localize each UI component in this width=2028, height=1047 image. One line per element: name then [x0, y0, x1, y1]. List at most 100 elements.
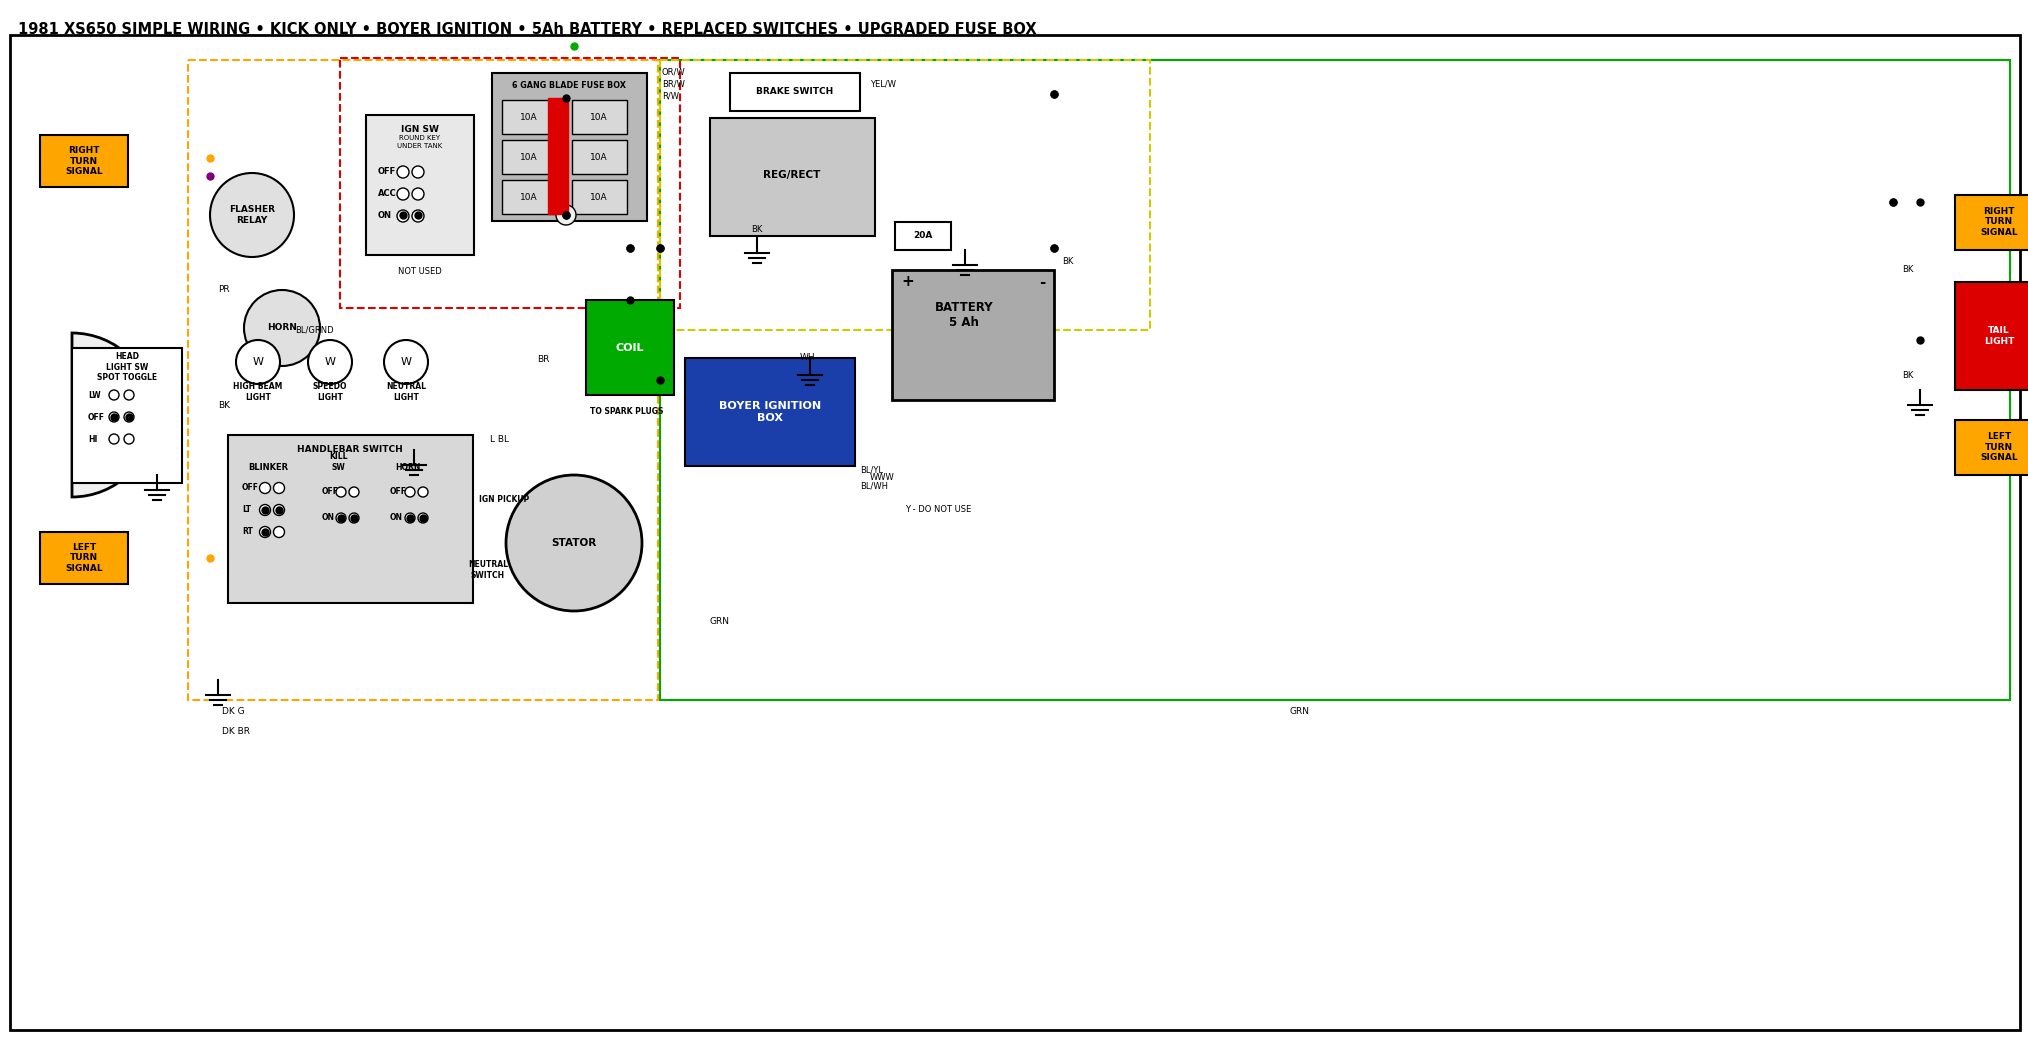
Text: STATOR: STATOR: [552, 538, 596, 548]
Text: BK: BK: [750, 225, 763, 235]
Text: ON: ON: [322, 513, 335, 522]
Text: BK: BK: [1063, 258, 1073, 267]
Text: RIGHT
TURN
SIGNAL: RIGHT TURN SIGNAL: [1979, 207, 2018, 237]
Text: 10A: 10A: [590, 112, 608, 121]
Text: 10A: 10A: [590, 153, 608, 161]
Text: W: W: [400, 357, 412, 367]
Bar: [659, 60, 1150, 330]
Circle shape: [412, 188, 424, 200]
Text: IGN SW: IGN SW: [402, 126, 438, 134]
Bar: [548, 98, 568, 214]
Text: 10A: 10A: [521, 112, 537, 121]
Text: OFF: OFF: [377, 168, 395, 177]
Circle shape: [243, 290, 320, 366]
Text: DK BR: DK BR: [221, 728, 249, 736]
Bar: [341, 58, 679, 308]
Text: OFF: OFF: [389, 488, 408, 496]
Text: DK G: DK G: [221, 708, 245, 716]
Bar: [730, 73, 860, 111]
Circle shape: [260, 527, 270, 537]
Text: RIGHT
TURN
SIGNAL: RIGHT TURN SIGNAL: [65, 147, 103, 176]
Text: BL/YL: BL/YL: [860, 466, 882, 474]
Text: NEUTRAL
LIGHT: NEUTRAL LIGHT: [385, 382, 426, 402]
Circle shape: [274, 527, 284, 537]
Text: HI: HI: [87, 435, 97, 444]
Wedge shape: [73, 333, 154, 497]
Text: ON: ON: [377, 211, 391, 221]
Text: HIGH BEAM
LIGHT: HIGH BEAM LIGHT: [233, 382, 282, 402]
Text: BK: BK: [1902, 371, 1914, 379]
Text: OR/W: OR/W: [661, 67, 685, 76]
Bar: [365, 115, 475, 255]
Circle shape: [110, 435, 120, 444]
Text: RT: RT: [241, 528, 254, 536]
Bar: [685, 358, 856, 466]
Text: BR: BR: [537, 356, 550, 364]
Bar: [572, 101, 627, 134]
Text: LT: LT: [241, 506, 251, 514]
Bar: [503, 101, 558, 134]
Bar: [227, 435, 473, 603]
Text: BRAKE SWITCH: BRAKE SWITCH: [756, 88, 834, 96]
Bar: [493, 73, 647, 221]
Circle shape: [308, 340, 353, 384]
Text: COIL: COIL: [617, 343, 645, 353]
Text: ROUND KEY
UNDER TANK: ROUND KEY UNDER TANK: [397, 135, 442, 149]
Bar: [41, 532, 128, 584]
Text: BLINKER: BLINKER: [247, 464, 288, 472]
Text: 10A: 10A: [521, 153, 537, 161]
Bar: [894, 222, 951, 250]
Circle shape: [412, 166, 424, 178]
Text: +: +: [902, 274, 915, 290]
Text: BL/GRND: BL/GRND: [294, 326, 335, 334]
Bar: [572, 140, 627, 174]
Text: OFF: OFF: [322, 488, 339, 496]
Text: GRN: GRN: [1290, 708, 1310, 716]
Circle shape: [397, 210, 410, 222]
Circle shape: [556, 205, 576, 225]
Text: W: W: [324, 357, 335, 367]
Circle shape: [260, 505, 270, 515]
Circle shape: [349, 487, 359, 497]
Text: IGN PICKUP: IGN PICKUP: [479, 495, 529, 505]
Bar: [503, 180, 558, 214]
Text: BL/WH: BL/WH: [860, 482, 888, 490]
Circle shape: [110, 413, 120, 422]
Text: NOT USED: NOT USED: [397, 267, 442, 276]
Text: YEL/W: YEL/W: [870, 80, 896, 89]
Text: 20A: 20A: [913, 231, 933, 241]
Text: BATTERY
5 Ah: BATTERY 5 Ah: [935, 300, 994, 329]
Circle shape: [337, 513, 347, 524]
Circle shape: [406, 513, 416, 524]
Text: LW: LW: [87, 391, 101, 400]
Text: L BL: L BL: [491, 436, 509, 445]
Text: BK: BK: [1902, 266, 1914, 274]
Text: KILL
SW: KILL SW: [329, 452, 347, 472]
Circle shape: [124, 389, 134, 400]
Text: ON: ON: [389, 513, 404, 522]
Text: LEFT
TURN
SIGNAL: LEFT TURN SIGNAL: [65, 543, 103, 573]
Circle shape: [260, 483, 270, 493]
Text: LEFT
TURN
SIGNAL: LEFT TURN SIGNAL: [1979, 432, 2018, 462]
Circle shape: [124, 413, 134, 422]
Text: PR: PR: [217, 286, 229, 294]
Text: TO SPARK PLUGS: TO SPARK PLUGS: [590, 407, 663, 417]
Text: HANDLEBAR SWITCH: HANDLEBAR SWITCH: [298, 446, 404, 454]
Text: GRN: GRN: [710, 618, 730, 626]
Circle shape: [383, 340, 428, 384]
Text: OFF: OFF: [87, 413, 105, 422]
Text: ACC: ACC: [377, 190, 397, 199]
Bar: [710, 118, 874, 236]
Circle shape: [507, 475, 643, 611]
Circle shape: [274, 505, 284, 515]
Circle shape: [110, 389, 120, 400]
Text: WH: WH: [801, 354, 815, 362]
Circle shape: [124, 435, 134, 444]
Text: HORN: HORN: [395, 464, 420, 472]
Text: HORN: HORN: [268, 324, 296, 333]
Circle shape: [412, 210, 424, 222]
Circle shape: [397, 166, 410, 178]
Text: BOYER IGNITION
BOX: BOYER IGNITION BOX: [720, 401, 821, 423]
Text: 1981 XS650 SIMPLE WIRING • KICK ONLY • BOYER IGNITION • 5Ah BATTERY • REPLACED S: 1981 XS650 SIMPLE WIRING • KICK ONLY • B…: [18, 22, 1036, 37]
Bar: [1955, 282, 2028, 389]
